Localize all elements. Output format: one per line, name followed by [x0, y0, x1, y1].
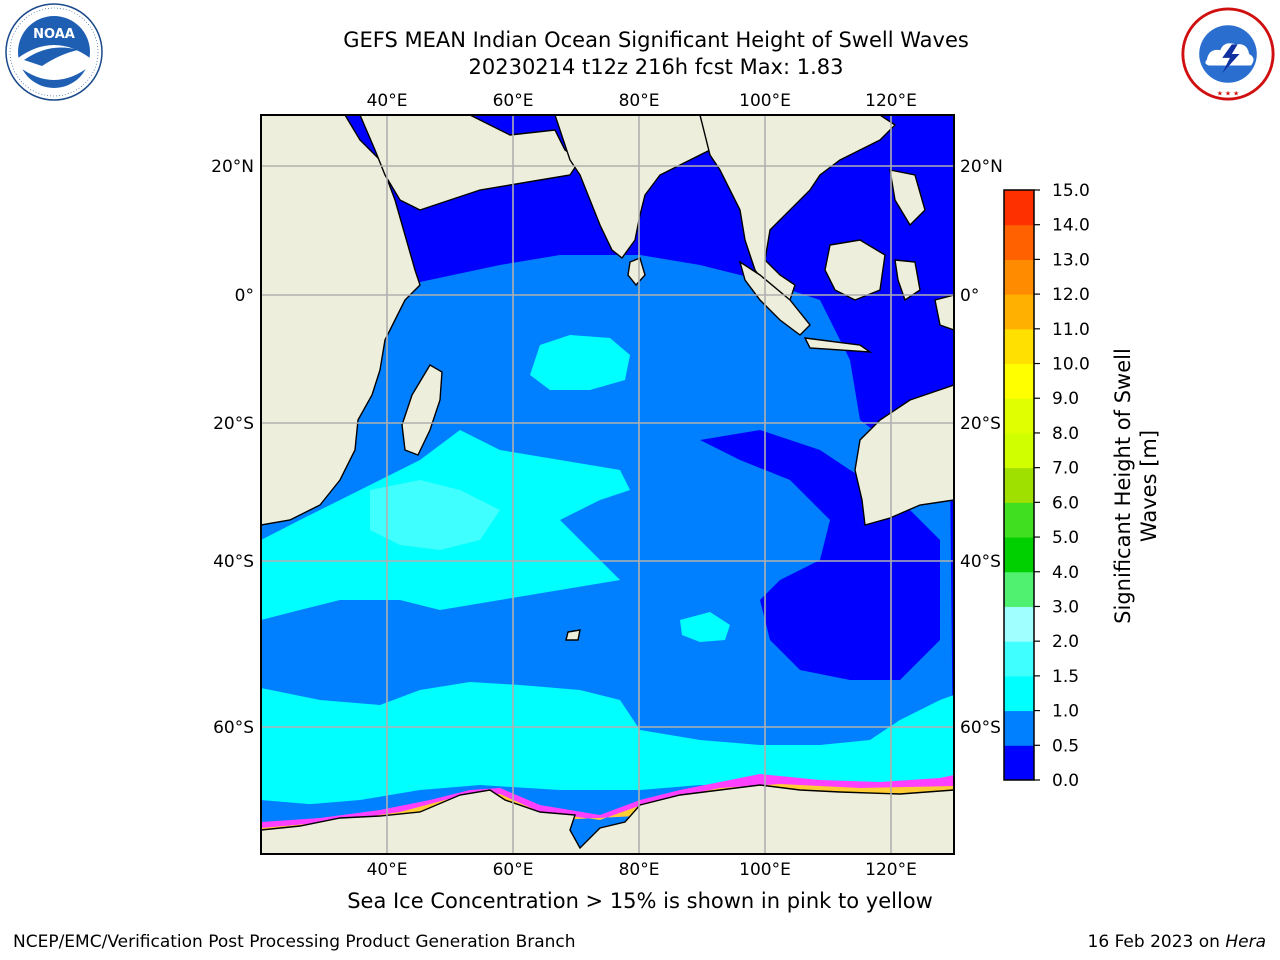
land-se-asia — [699, 115, 897, 301]
colorbar-segment — [1004, 190, 1034, 226]
lon-label-top: 120°E — [865, 91, 917, 111]
lat-label-left: 20°S — [213, 414, 254, 434]
footer-date: 16 Feb 2023 on Hera — [1088, 932, 1266, 952]
lon-label-top: 100°E — [739, 91, 791, 111]
land-java — [803, 337, 873, 353]
ocean-band-1.5-2.0 — [370, 480, 500, 550]
colorbar-tick-label: 15.0 — [1052, 181, 1090, 201]
colorbar-segment — [1004, 606, 1034, 642]
lon-labels-bottom: 40°E 60°E 80°E 100°E 120°E — [367, 860, 917, 880]
colorbar-tick-label: 4.0 — [1052, 563, 1079, 583]
colorbar-segment — [1004, 675, 1034, 712]
colorbar-segment — [1004, 398, 1034, 434]
colorbar-segment — [1004, 259, 1034, 295]
noaa-logo: NOAA — [5, 3, 103, 101]
lon-label-top: 60°E — [493, 91, 534, 111]
footer-date-text: 16 Feb 2023 on — [1087, 932, 1220, 952]
lat-label-left: 20°N — [211, 157, 254, 177]
colorbar-tick-label: 1.5 — [1052, 667, 1079, 687]
sea-ice-note: Sea Ice Concentration > 15% is shown in … — [347, 889, 933, 913]
colorbar: 0.0 0.5 1.0 1.5 2.0 3.0 4.0 5.0 6.0 7.0 8.0 9.0 10.0… — [1003, 181, 1090, 791]
land-antarctica — [261, 784, 954, 854]
lon-label-bottom: 40°E — [367, 860, 408, 880]
lat-label-right: 20°S — [960, 414, 1001, 434]
colorbar-segment — [1004, 328, 1034, 365]
land-arabia — [359, 115, 581, 211]
land-india — [554, 115, 711, 260]
colorbar-tick-label: 10.0 — [1052, 355, 1090, 375]
colorbar-tick-label: 1.0 — [1052, 702, 1079, 722]
colorbar-segment — [1004, 502, 1034, 538]
colorbar-segment — [1004, 467, 1034, 503]
land-sumatra — [738, 260, 811, 336]
colorbar-segment — [1004, 294, 1034, 330]
nws-logo: ★ ★ ★ — [1181, 7, 1275, 101]
colorbar-tick-label: 7.0 — [1052, 459, 1079, 479]
colorbar-segment — [1004, 641, 1034, 677]
colorbar-frame — [1003, 189, 1035, 781]
colorbar-segment — [1004, 363, 1034, 399]
colorbar-tick-label: 12.0 — [1052, 285, 1090, 305]
lon-label-bottom: 120°E — [865, 860, 917, 880]
lon-labels-top: 40°E 60°E 80°E 100°E 120°E — [367, 91, 917, 111]
noaa-logo-text: NOAA — [33, 27, 75, 42]
colorbar-tick-label: 5.0 — [1052, 528, 1079, 548]
lat-labels-right: 20°N 0° 20°S 40°S 60°S — [960, 157, 1003, 738]
lat-label-right: 40°S — [960, 552, 1001, 572]
colorbar-tick-label: 8.0 — [1052, 424, 1079, 444]
lat-label-right: 60°S — [960, 718, 1001, 738]
land-madagascar — [401, 364, 443, 456]
colorbar-tick-label: 11.0 — [1052, 320, 1090, 340]
colorbar-tick-label: 3.0 — [1052, 597, 1079, 617]
colorbar-tick-label: 2.0 — [1052, 632, 1079, 652]
lat-label-right: 0° — [960, 286, 979, 306]
lat-label-left: 40°S — [213, 552, 254, 572]
lon-label-bottom: 60°E — [493, 860, 534, 880]
land-australia — [854, 384, 954, 526]
lat-label-left: 60°S — [213, 718, 254, 738]
colorbar-tick-label: 13.0 — [1052, 250, 1090, 270]
lon-label-bottom: 80°E — [619, 860, 660, 880]
land — [261, 115, 954, 854]
land-kerguelen — [565, 629, 581, 641]
colorbar-segment — [1004, 432, 1034, 469]
chart-subtitle: 20230214 t12z 216h fcst Max: 1.83 — [468, 55, 844, 79]
colorbar-label: Significant Height of Swell Waves [m] — [1111, 348, 1161, 624]
map-layers — [261, 115, 954, 854]
svg-text:★ ★ ★: ★ ★ ★ — [1217, 89, 1239, 97]
colorbar-segment — [1004, 571, 1034, 607]
lon-label-bottom: 100°E — [739, 860, 791, 880]
land-philippines — [889, 169, 926, 227]
colorbar-segment — [1004, 224, 1034, 260]
ocean-patch-cyan-small — [680, 612, 730, 642]
colorbar-tick-label: 9.0 — [1052, 389, 1079, 409]
land-new-guinea — [934, 294, 954, 331]
colorbar-tick-label: 6.0 — [1052, 493, 1079, 513]
chart-title: GEFS MEAN Indian Ocean Significant Heigh… — [343, 28, 969, 52]
lat-label-left: 0° — [235, 286, 254, 306]
colorbar-tick-label: 14.0 — [1052, 216, 1090, 236]
colorbar-tick-label: 0.5 — [1052, 736, 1079, 756]
lat-labels-left: 20°N 0° 20°S 40°S 60°S — [211, 157, 254, 738]
lon-label-top: 40°E — [367, 91, 408, 111]
ocean-patch-cyan-north — [530, 335, 630, 390]
lon-label-top: 80°E — [619, 91, 660, 111]
colorbar-segment — [1004, 710, 1034, 746]
map-frame — [260, 114, 955, 855]
colorbar-segment — [1004, 745, 1034, 781]
map-grid — [261, 115, 954, 854]
colorbar-segment — [1004, 537, 1034, 573]
lat-label-right: 20°N — [960, 157, 1003, 177]
footer-machine: Hera — [1225, 932, 1266, 952]
colorbar-tick-label: 0.0 — [1052, 771, 1079, 791]
footer-branch: NCEP/EMC/Verification Post Processing Pr… — [13, 932, 576, 952]
